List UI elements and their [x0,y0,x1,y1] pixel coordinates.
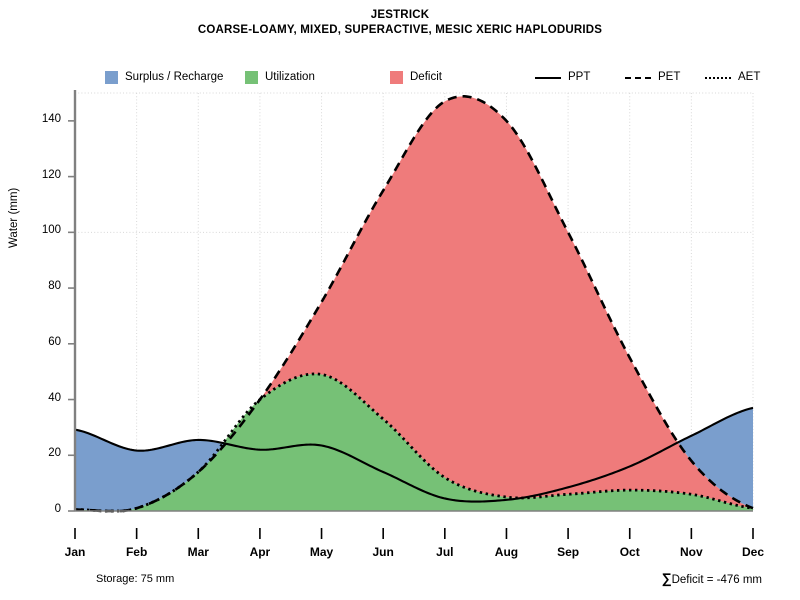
legend-label: Surplus / Recharge [125,71,224,83]
x-axis-tick-label-jan: Jan [64,545,86,559]
x-axis-tick-label-sep: Sep [557,545,580,559]
x-axis-tick-label-nov: Nov [680,545,703,559]
legend-item-deficit[interactable]: Deficit [390,66,442,88]
legend-item-ppt[interactable]: PPT [535,66,590,88]
deficit-text: Deficit = -476 mm [671,574,762,586]
legend-swatch-icon [245,70,258,84]
x-axis-tick-label-apr: Apr [249,545,271,559]
storage-annotation: Storage: 75 mm [96,573,175,585]
legend-label: PET [658,71,681,83]
legend-item-surplus-recharge[interactable]: Surplus / Recharge [105,66,223,88]
y-axis-tick-label: 140 [41,112,61,125]
x-axis-tick-label-may: May [309,545,334,559]
page-subtitle: COARSE-LOAMY, MIXED, SUPERACTIVE, MESIC … [197,24,603,36]
legend-item-utilization[interactable]: Utilization [245,66,315,88]
sigma-symbol: ∑ [661,570,672,586]
legend-label: Utilization [265,71,315,83]
y-axis-tick-label: 120 [41,168,61,181]
deficit-area [262,96,751,508]
page-title: JESTRICK [370,9,430,21]
y-axis-tick-label: 40 [48,391,61,404]
legend-label: Deficit [410,71,442,83]
x-axis-tick-label-dec: Dec [741,545,764,559]
legend-label: AET [738,71,761,83]
aet-line [74,372,754,513]
legend-item-pet[interactable]: PET [625,66,680,88]
x-axis-tick-label-jul: Jul [436,545,454,559]
x-axis-tick-label-feb: Feb [125,545,148,559]
legend-line-icon [535,71,561,84]
legend-label: PPT [568,71,591,83]
legend-swatch-icon [390,70,403,84]
y-axis-tick-label: 0 [54,503,61,515]
y-axis-tick-label: 60 [48,335,61,348]
y-axis-tick-label: 20 [48,447,61,460]
deficit-annotation: ∑Deficit = -476 mm [662,570,762,586]
legend-line-icon [705,71,731,84]
x-axis-tick-label-oct: Oct [619,545,640,559]
x-axis-tick-label-aug: Aug [494,545,519,559]
x-axis-tick-label-jun: Jun [372,545,394,559]
chart-legend: Surplus / Recharge Utilization Deficit PPT P… [0,66,800,88]
chart-title-block: JESTRICK COARSE-LOAMY, MIXED, SUPERACTIV… [0,8,800,38]
legend-swatch-icon [105,70,118,84]
x-axis-tick-label-mar: Mar [187,545,209,559]
utilization-area [75,373,753,511]
y-axis-tick-label: 100 [41,224,61,237]
legend-line-icon [625,71,651,84]
legend-item-aet[interactable]: AET [705,66,760,88]
y-axis-tick-label: 80 [48,280,61,293]
ppt-line [74,406,754,503]
